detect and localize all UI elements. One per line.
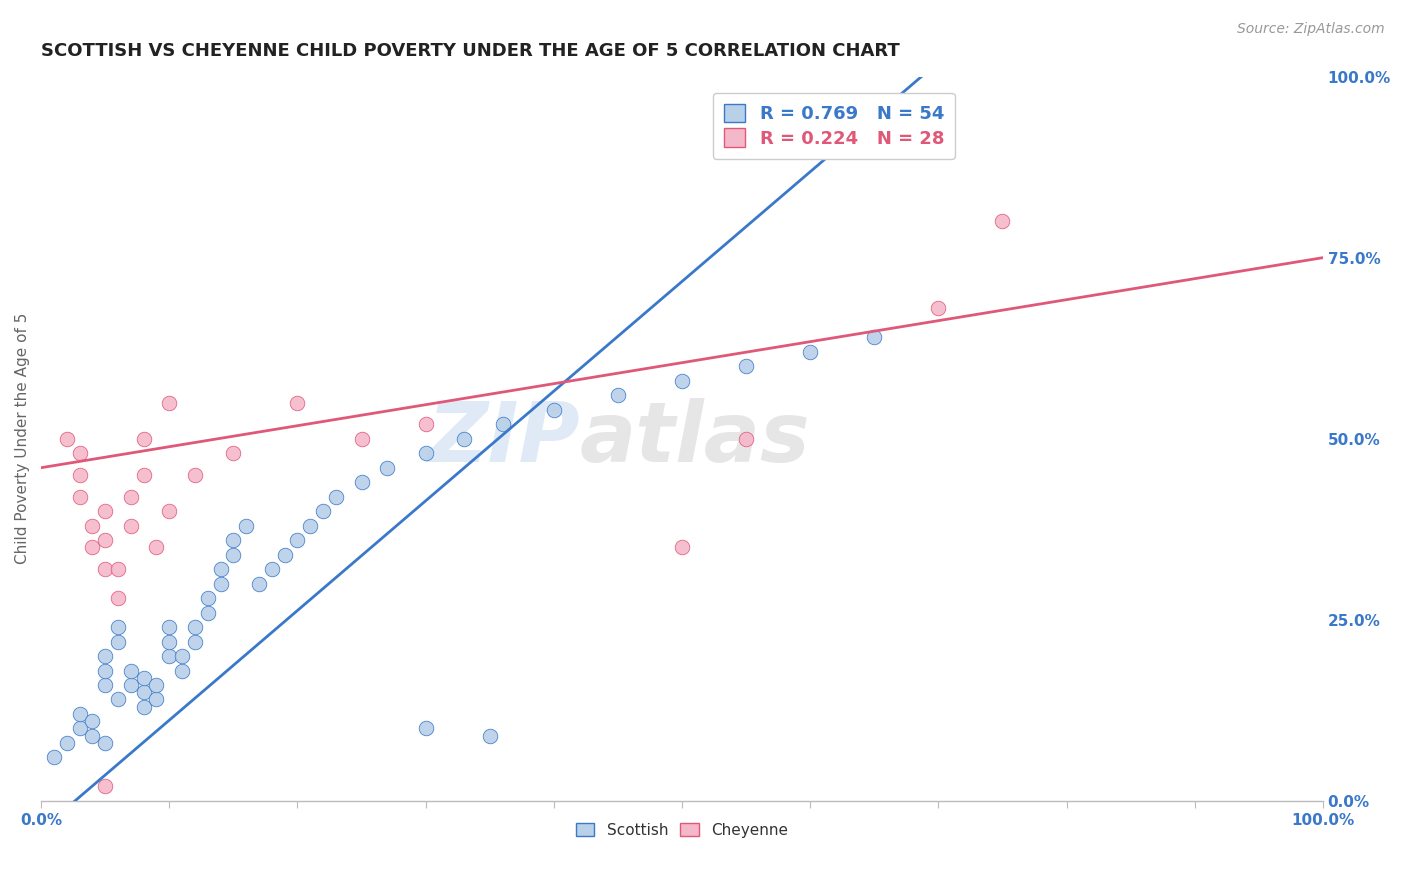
Point [287,395,309,409]
Point [184,634,207,648]
Point [94,780,117,794]
Point [222,548,245,562]
Point [735,432,758,446]
Point [69,722,91,736]
Point [94,533,117,548]
Point [863,330,886,344]
Point [247,576,270,591]
Point [42,750,65,764]
Point [415,722,437,736]
Point [94,678,117,692]
Text: Source: ZipAtlas.com: Source: ZipAtlas.com [1237,22,1385,37]
Point [325,490,347,504]
Point [69,490,91,504]
Point [235,518,257,533]
Point [491,417,513,432]
Point [184,467,207,482]
Legend: Scottish, Cheyenne: Scottish, Cheyenne [569,817,794,844]
Text: atlas: atlas [579,398,810,479]
Point [82,729,104,743]
Point [69,446,91,460]
Point [55,432,77,446]
Point [55,736,77,750]
Point [157,395,180,409]
Point [197,591,219,605]
Point [94,504,117,518]
Point [197,606,219,620]
Point [94,648,117,663]
Point [120,664,142,678]
Point [209,562,232,576]
Point [671,541,693,555]
Point [287,533,309,548]
Point [157,620,180,634]
Point [145,692,167,706]
Point [69,467,91,482]
Text: SCOTTISH VS CHEYENNE CHILD POVERTY UNDER THE AGE OF 5 CORRELATION CHART: SCOTTISH VS CHEYENNE CHILD POVERTY UNDER… [41,42,900,60]
Point [172,664,194,678]
Point [94,562,117,576]
Point [312,504,335,518]
Point [120,678,142,692]
Point [120,518,142,533]
Point [478,729,501,743]
Point [82,518,104,533]
Point [107,692,129,706]
Point [222,446,245,460]
Point [69,706,91,721]
Point [107,562,129,576]
Point [375,460,398,475]
Point [172,648,194,663]
Point [145,541,167,555]
Point [415,446,437,460]
Point [107,634,129,648]
Point [157,504,180,518]
Point [82,541,104,555]
Point [453,432,475,446]
Point [222,533,245,548]
Point [107,591,129,605]
Point [350,432,373,446]
Point [735,359,758,374]
Point [273,548,295,562]
Point [671,374,693,388]
Point [209,576,232,591]
Point [94,736,117,750]
Point [120,490,142,504]
Point [145,678,167,692]
Point [107,620,129,634]
Point [132,699,155,714]
Point [299,518,322,533]
Point [132,432,155,446]
Point [184,620,207,634]
Y-axis label: Child Poverty Under the Age of 5: Child Poverty Under the Age of 5 [15,313,30,565]
Point [415,417,437,432]
Point [799,344,821,359]
Point [94,664,117,678]
Point [606,388,628,402]
Point [132,671,155,685]
Point [157,648,180,663]
Point [82,714,104,729]
Text: ZIP: ZIP [427,398,579,479]
Point [132,685,155,699]
Point [260,562,283,576]
Point [350,475,373,490]
Point [132,467,155,482]
Point [927,301,949,316]
Point [157,634,180,648]
Point [991,214,1014,228]
Point [543,402,565,417]
